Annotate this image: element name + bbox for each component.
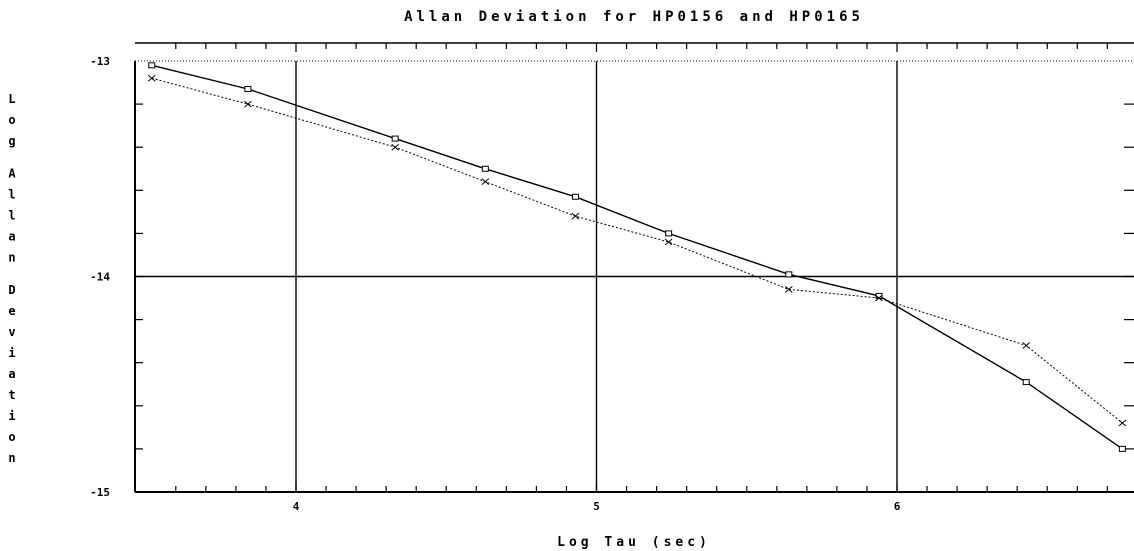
square-marker [244,86,252,93]
y-label-char: n [8,451,15,465]
square-marker [481,165,489,172]
x-marker [1022,342,1031,349]
y-label-char: L [8,92,15,106]
x-tick-label: 6 [894,500,901,513]
x-marker-stroke [1118,419,1127,427]
x-marker-stroke [784,286,793,293]
x-marker-stroke [391,143,399,151]
square-marker [148,62,156,69]
x-marker [784,286,793,293]
y-label-char: D [8,283,15,297]
y-label-char: i [8,346,15,360]
axis-ticks [135,43,1134,492]
y-label-char: a [8,230,15,244]
y-label-char: t [8,388,15,402]
x-marker-stroke [664,238,673,246]
x-marker [664,238,673,246]
x-marker [481,178,490,186]
y-label-char: g [8,134,15,148]
square-marker [785,271,793,278]
tick-labels: 4 5 6 -13 -14 -15 [90,55,901,513]
x-marker-stroke [1022,342,1031,349]
x-marker [571,212,580,220]
y-label-char: n [8,251,15,265]
y-label-char: o [8,430,15,444]
x-marker-stroke [147,74,156,82]
square-marker [665,230,673,237]
series-line [151,64,1123,450]
data-series [147,62,1127,452]
y-label-char: e [8,304,15,318]
x-axis-label: Log Tau (sec) [557,535,711,550]
x-marker [875,294,883,302]
y-label-char: A [8,167,16,181]
y-label-char: v [8,325,15,339]
x-tick-label: 5 [593,500,600,513]
x-tick-label: 4 [293,500,300,513]
y-tick-label: -15 [90,486,110,499]
x-marker-stroke [244,100,252,108]
square-marker [391,135,399,142]
y-label-char: l [8,209,15,223]
x-marker [147,74,156,82]
y-label-char: l [8,188,15,202]
x-marker-stroke [875,294,883,302]
x-marker-stroke [481,178,490,186]
x-marker [244,100,252,108]
y-label-char: a [8,367,15,381]
chart-title: Allan Deviation for HP0156 and HP0165 [404,9,864,25]
x-marker-stroke [571,212,580,220]
square-marker [571,193,579,200]
y-tick-label: -13 [90,55,110,68]
square-marker [1118,445,1126,452]
plot-frame [134,42,1134,493]
y-label-char: i [8,409,15,423]
x-marker [1118,419,1127,427]
y-tick-label: -14 [90,271,110,284]
series-line [151,77,1123,424]
square-marker [1022,379,1030,386]
grid-lines [135,60,1134,492]
x-marker [391,143,399,151]
y-label-char: o [8,113,15,127]
